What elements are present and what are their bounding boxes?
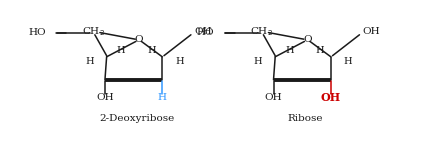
Text: HO: HO [28, 27, 46, 36]
Text: OH: OH [264, 93, 282, 102]
Text: OH: OH [362, 27, 380, 36]
Text: CH$_2$: CH$_2$ [82, 25, 104, 38]
Text: OH: OH [320, 92, 340, 103]
Text: Ribose: Ribose [287, 114, 322, 123]
Text: O: O [302, 35, 311, 44]
Text: H: H [147, 46, 155, 55]
Text: H: H [158, 93, 166, 102]
Text: HO: HO [197, 27, 214, 36]
Text: OH: OH [194, 27, 211, 36]
Text: H: H [174, 57, 183, 66]
Text: H: H [116, 46, 125, 55]
Text: 2-Deoxyribose: 2-Deoxyribose [99, 114, 174, 123]
Text: H: H [343, 57, 352, 66]
Text: H: H [253, 57, 262, 66]
Text: H: H [315, 46, 324, 55]
Text: OH: OH [96, 93, 114, 102]
Text: CH$_2$: CH$_2$ [250, 25, 273, 38]
Text: H: H [284, 46, 293, 55]
Text: O: O [134, 35, 143, 44]
Text: H: H [85, 57, 94, 66]
